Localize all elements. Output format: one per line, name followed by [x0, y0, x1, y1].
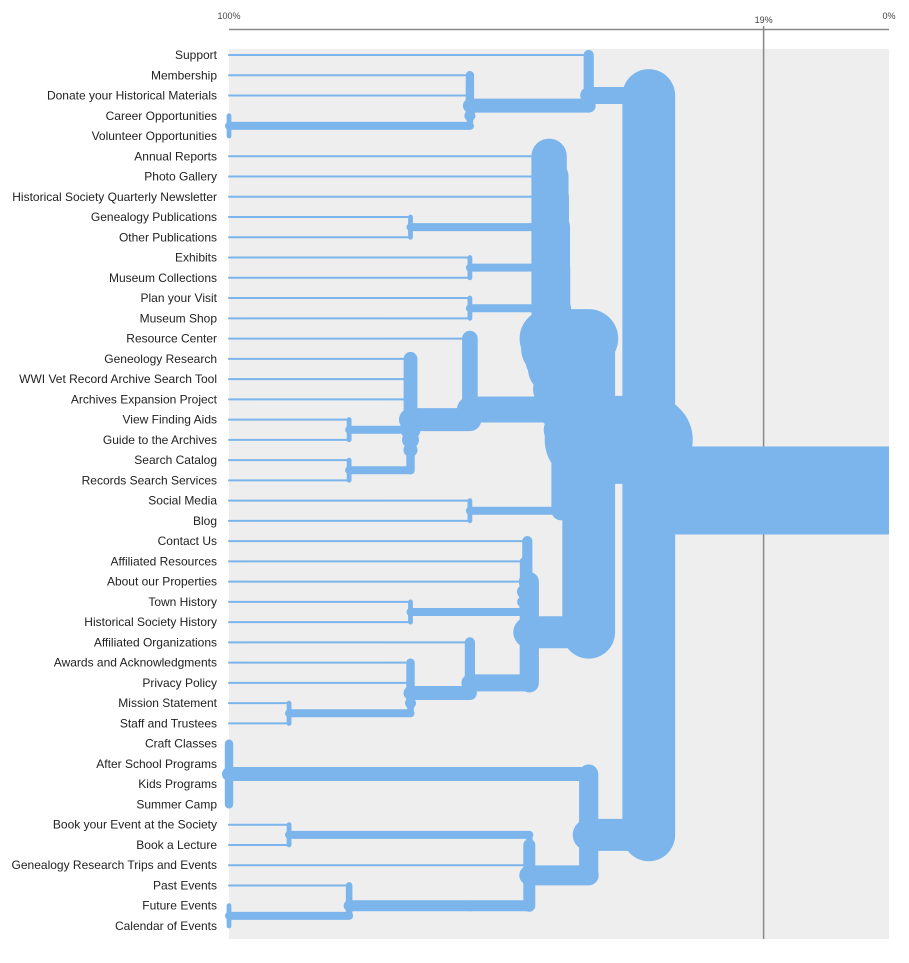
leaf-label: Genealogy Research Trips and Events [12, 858, 217, 872]
leaf-label: After School Programs [96, 757, 217, 771]
leaf-label: Affiliated Organizations [94, 635, 217, 649]
leaf-label: Museum Collections [109, 271, 217, 285]
leaf-label: Blog [193, 514, 217, 528]
leaf-label: Search Catalog [134, 453, 217, 467]
leaf-label: Donate your Historical Materials [47, 89, 217, 103]
leaf-label: Future Events [142, 899, 217, 913]
leaf-label: Past Events [153, 878, 217, 892]
leaf-label: Other Publications [119, 230, 217, 244]
leaf-label: Kids Programs [138, 777, 217, 791]
leaf-label: Social Media [148, 494, 217, 508]
leaf-label: Photo Gallery [144, 170, 217, 184]
leaf-label: Exhibits [175, 251, 217, 265]
leaf-label: Book a Lecture [136, 838, 217, 852]
axis-start-label: 100% [217, 11, 240, 21]
leaf-label: Archives Expansion Project [71, 392, 218, 406]
leaf-label: Book your Event at the Society [53, 818, 217, 832]
leaf-label: View Finding Aids [123, 413, 218, 427]
leaf-label: Museum Shop [140, 311, 218, 325]
leaf-label: Staff and Trustees [120, 716, 217, 730]
leaf-label: Calendar of Events [115, 919, 217, 933]
leaf-label: Historical Society History [84, 615, 217, 629]
leaf-label: Town History [148, 595, 217, 609]
leaf-label: Summer Camp [136, 797, 217, 811]
leaf-label: Awards and Acknowledgments [54, 656, 217, 670]
dendrogram-links [222, 49, 889, 929]
leaf-label: Guide to the Archives [103, 433, 217, 447]
leaf-label: Membership [151, 68, 217, 82]
leaf-label: Resource Center [126, 332, 217, 346]
leaf-label: Historical Society Quarterly Newsletter [12, 190, 217, 204]
leaf-label: About our Properties [107, 575, 217, 589]
leaf-label: Geneology Research [104, 352, 217, 366]
leaf-label: Mission Statement [118, 696, 217, 710]
leaf-label: Records Search Services [82, 473, 217, 487]
leaf-label: Volunteer Opportunities [92, 129, 217, 143]
leaf-label: Annual Reports [134, 149, 217, 163]
leaf-label: Genealogy Publications [91, 210, 217, 224]
dendrogram-root-trunk [648, 446, 889, 535]
leaf-labels: Support Membership Donate your Historical … [12, 48, 218, 933]
leaf-label: Contact Us [158, 534, 217, 548]
leaf-label: Privacy Policy [142, 676, 217, 690]
leaf-label: Career Opportunities [106, 109, 217, 123]
leaf-label: Plan your Visit [141, 291, 218, 305]
leaf-label: Craft Classes [145, 737, 217, 751]
leaf-label: Affiliated Resources [111, 554, 218, 568]
leaf-label: WWI Vet Record Archive Search Tool [19, 372, 217, 386]
leaf-label: Support [175, 48, 218, 62]
axis-end-label: 0% [882, 11, 895, 21]
axis-marker-label: 19% [755, 15, 773, 25]
